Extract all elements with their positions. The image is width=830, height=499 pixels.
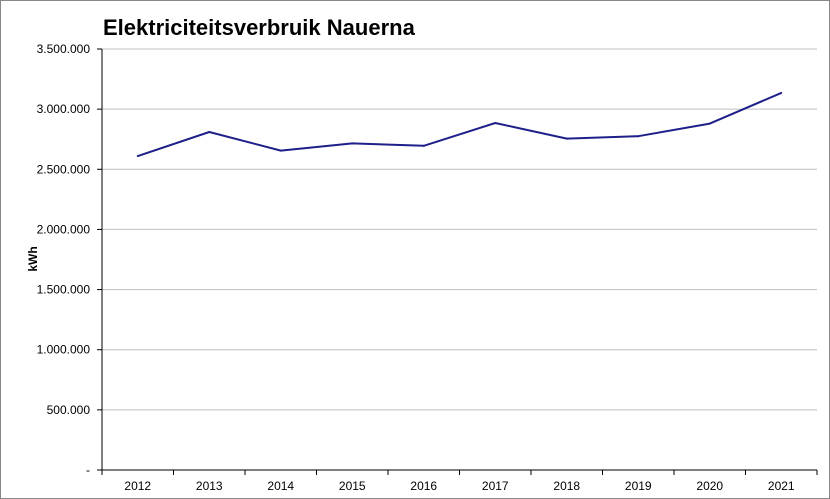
- y-tick-label: 1.000.000: [37, 343, 91, 357]
- x-tick-label: 2014: [267, 479, 294, 493]
- y-tick-label: 2.500.000: [37, 162, 91, 176]
- data-point: [136, 155, 139, 158]
- x-tick-label: 2016: [410, 479, 437, 493]
- chart-title: Elektriciteitsverbruik Nauerna: [103, 15, 416, 40]
- data-point: [708, 122, 711, 125]
- x-tick-label: 2012: [124, 479, 151, 493]
- y-tick-label: 3.500.000: [37, 42, 91, 56]
- data-point: [637, 135, 640, 138]
- data-point: [279, 149, 282, 152]
- series-line: [137, 91, 782, 158]
- x-tick-label: 2017: [482, 479, 509, 493]
- tick-labels: - 500.000 1.000.000 1.500.000 2.000.000 2.500…: [37, 42, 795, 493]
- x-tick-label: 2015: [339, 479, 366, 493]
- x-tick-label: 2019: [625, 479, 652, 493]
- y-tick-label: 2.000.000: [37, 222, 91, 236]
- x-tick-label: 2021: [768, 479, 795, 493]
- y-tick-label: 3.000.000: [37, 102, 91, 116]
- data-point: [208, 130, 211, 133]
- x-tick-label: 2018: [553, 479, 580, 493]
- y-tick-label: 1.500.000: [37, 283, 91, 297]
- y-tick-label: -: [86, 463, 90, 477]
- series-layer: [136, 91, 783, 158]
- data-point: [565, 137, 568, 140]
- x-tick-label: 2013: [196, 479, 223, 493]
- x-tick-label: 2020: [696, 479, 723, 493]
- axes: [97, 48, 818, 475]
- data-point: [422, 144, 425, 147]
- data-point: [351, 142, 354, 145]
- data-point: [494, 121, 497, 124]
- data-point: [780, 91, 783, 94]
- gridlines: [102, 48, 817, 411]
- y-tick-label: 500.000: [47, 403, 91, 417]
- y-axis-label: kWh: [26, 246, 40, 271]
